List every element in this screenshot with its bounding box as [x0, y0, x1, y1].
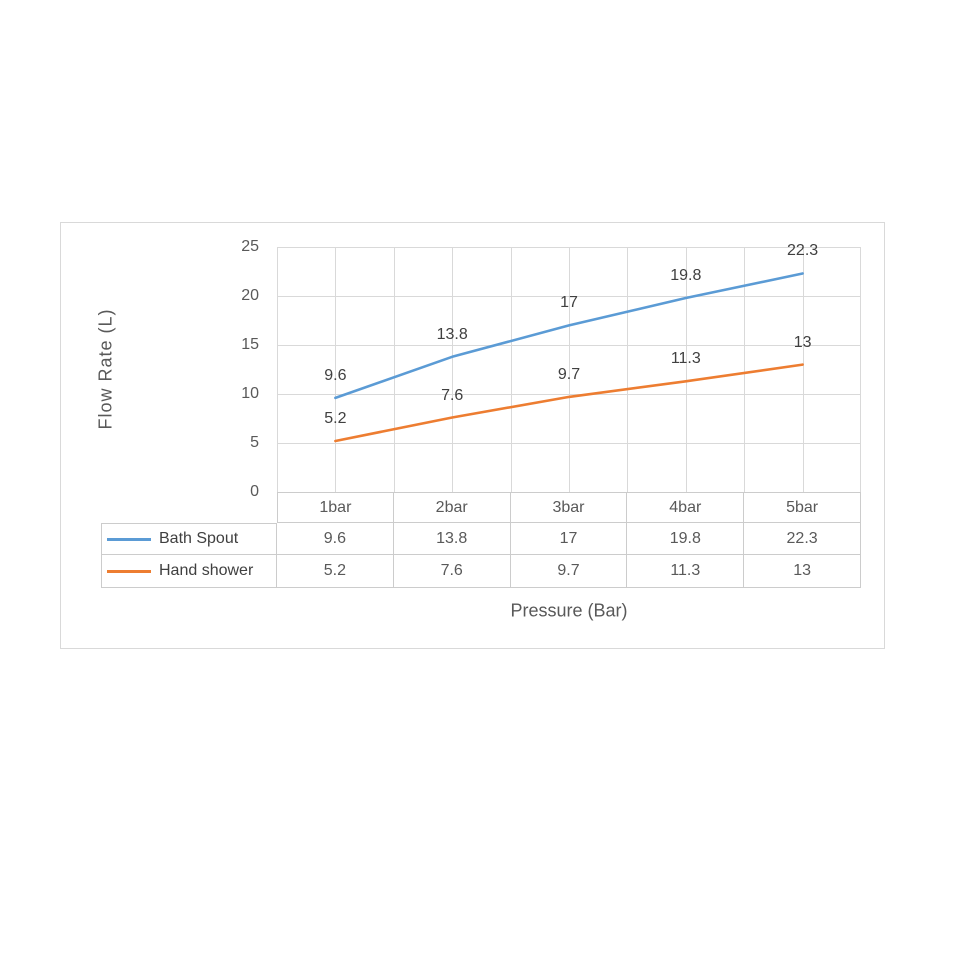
table-value-cell: 19.8 — [627, 523, 745, 555]
legend-key-bath-spout: Bath Spout — [101, 523, 277, 555]
legend-label: Hand shower — [159, 562, 254, 579]
gridline-vertical — [860, 247, 861, 492]
y-tick-label: 5 — [250, 434, 259, 451]
table-value-cell: 22.3 — [744, 523, 861, 555]
gridline-vertical — [452, 247, 454, 492]
table-header-cell: 5bar — [744, 492, 861, 523]
table-corner-cell — [101, 492, 277, 523]
gridline-vertical — [569, 247, 570, 492]
table-value-cell: 13 — [744, 555, 861, 588]
table-value-cell: 7.6 — [393, 555, 511, 588]
gridline-vertical — [685, 247, 687, 492]
table-header-cell: 1bar — [277, 492, 394, 523]
legend-swatch-bath-spout — [107, 537, 151, 541]
data-table: 1bar 2bar 3bar 4bar 5bar Bath Spout 9.6 13.8 17 1… — [101, 492, 861, 588]
series-lines — [334, 272, 804, 443]
gridline-vertical — [744, 247, 746, 492]
table-value-cell: 5.2 — [277, 555, 394, 588]
gridline-vertical — [277, 247, 278, 492]
x-axis-title: Pressure (Bar) — [510, 600, 628, 621]
table-header-cell: 3bar — [510, 492, 628, 523]
gridline-vertical — [393, 247, 395, 492]
chart: Flow Rate (L) 0 5 10 15 20 25 9.6 13.8 17 19.8 22… — [60, 222, 885, 649]
table-value-cell: 13.8 — [393, 523, 511, 555]
gridline-vertical — [510, 247, 512, 492]
y-tick-label: 10 — [241, 385, 259, 402]
series-line-hand-shower — [334, 363, 804, 443]
gridline-vertical — [627, 247, 629, 492]
table-value-cell: 11.3 — [627, 555, 745, 588]
table-value-cell: 9.6 — [277, 523, 394, 555]
gridline-vertical — [335, 247, 337, 492]
table-value-cell: 17 — [510, 523, 628, 555]
y-tick-label: 15 — [241, 336, 259, 353]
y-tick-label: 25 — [241, 238, 259, 255]
table-value-cell: 9.7 — [510, 555, 628, 588]
legend-swatch-hand-shower — [107, 569, 151, 573]
y-axis-title: Flow Rate (L) — [95, 308, 116, 430]
legend-key-hand-shower: Hand shower — [101, 555, 277, 588]
series-line-bath-spout — [334, 272, 804, 400]
y-tick-label: 20 — [241, 287, 259, 304]
table-header-cell: 2bar — [393, 492, 511, 523]
legend-label: Bath Spout — [159, 530, 239, 547]
table-header-cell: 4bar — [627, 492, 745, 523]
plot-area — [277, 247, 861, 492]
gridline-vertical — [802, 247, 804, 492]
